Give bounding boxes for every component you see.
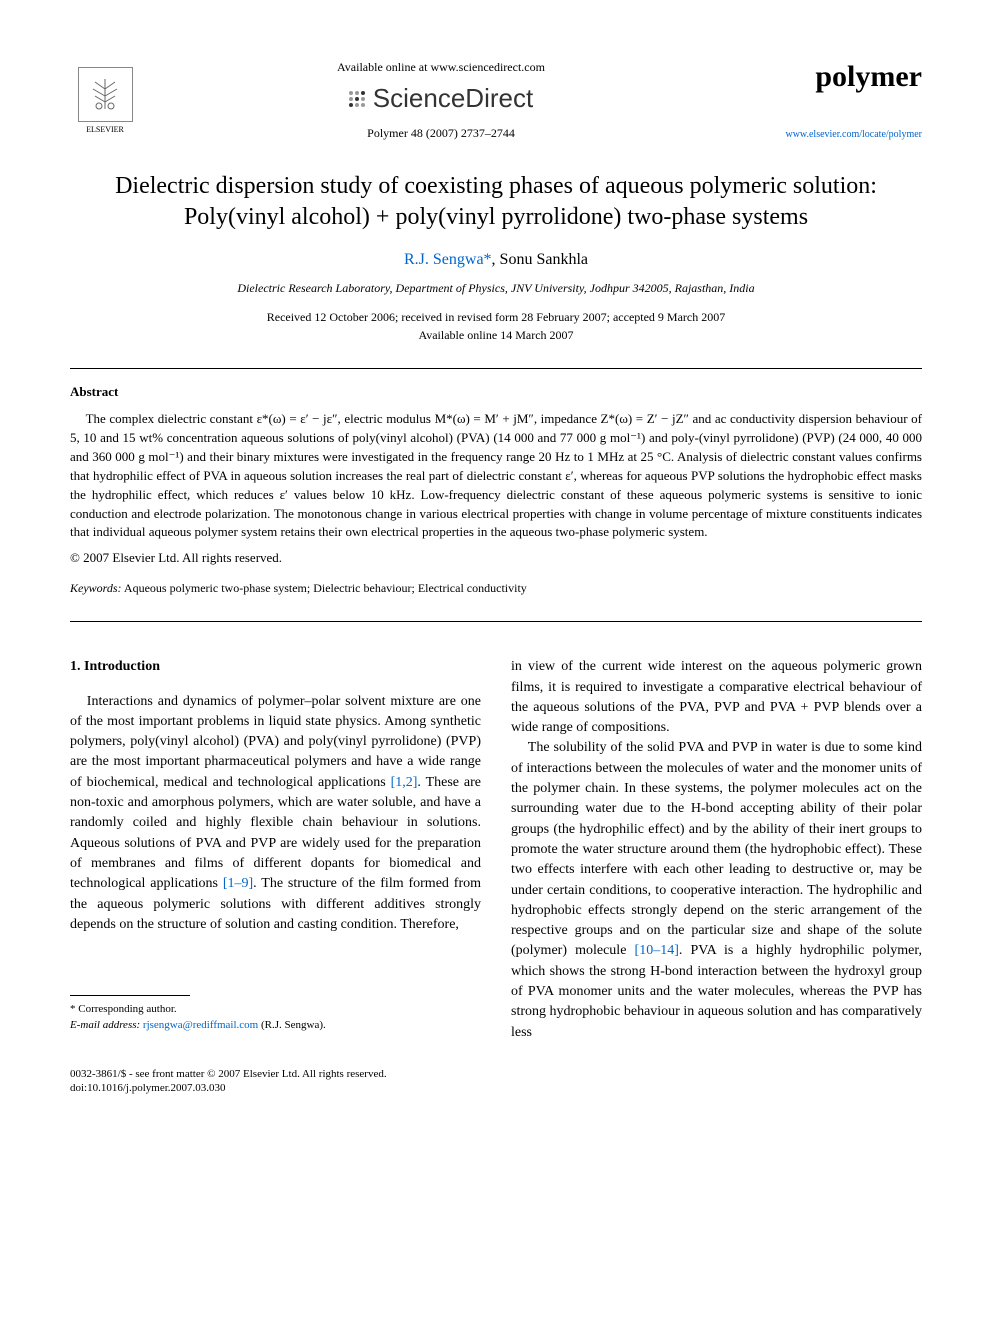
author-sep: , — [492, 251, 500, 268]
author-1[interactable]: R.J. Sengwa — [404, 251, 484, 268]
footnote-block: * Corresponding author. E-mail address: … — [70, 1002, 481, 1033]
polymer-link[interactable]: www.elsevier.com/locate/polymer — [742, 129, 922, 140]
section-1-heading: 1. Introduction — [70, 657, 481, 677]
sciencedirect-row: ScienceDirect — [140, 83, 742, 114]
body-columns: 1. Introduction Interactions and dynamic… — [70, 657, 922, 1043]
elsevier-label: ELSEVIER — [86, 125, 124, 134]
ref-link-3[interactable]: [10–14] — [635, 943, 679, 958]
elsevier-logo: ELSEVIER — [70, 60, 140, 140]
author-2: Sonu Sankhla — [500, 251, 588, 268]
page-container: ELSEVIER Available online at www.science… — [0, 0, 992, 1134]
header-row: ELSEVIER Available online at www.science… — [70, 60, 922, 141]
abstract-copyright: © 2007 Elsevier Ltd. All rights reserved… — [70, 550, 922, 566]
divider-top — [70, 368, 922, 369]
author-email[interactable]: rjsengwa@rediffmail.com — [143, 1019, 258, 1031]
dates-line-2: Available online 14 March 2007 — [70, 328, 922, 343]
sciencedirect-icon — [349, 91, 365, 107]
polymer-logo: polymer — [772, 60, 922, 94]
elsevier-tree-icon — [78, 67, 133, 122]
intro-paragraph-1-cont: in view of the current wide interest on … — [511, 657, 922, 738]
keywords: Keywords: Aqueous polymeric two-phase sy… — [70, 581, 922, 596]
affiliation: Dielectric Research Laboratory, Departme… — [70, 281, 922, 296]
polymer-block: polymer www.elsevier.com/locate/polymer — [742, 60, 922, 140]
journal-reference: Polymer 48 (2007) 2737–2744 — [140, 126, 742, 141]
footnote-divider — [70, 995, 190, 996]
email-suffix: (R.J. Sengwa). — [258, 1019, 326, 1031]
article-title: Dielectric dispersion study of coexistin… — [70, 171, 922, 233]
keywords-label: Keywords: — [70, 581, 122, 595]
email-label: E-mail address: — [70, 1019, 143, 1031]
corresponding-marker: * — [484, 251, 492, 268]
abstract-body: The complex dielectric constant ε*(ω) = … — [70, 410, 922, 542]
divider-bottom — [70, 621, 922, 622]
keywords-text: Aqueous polymeric two-phase system; Diel… — [122, 581, 527, 595]
intro-paragraph-1: Interactions and dynamics of polymer–pol… — [70, 692, 481, 936]
ref-link-1[interactable]: [1,2] — [391, 775, 418, 790]
dates-line-1: Received 12 October 2006; received in re… — [70, 310, 922, 325]
column-left: 1. Introduction Interactions and dynamic… — [70, 657, 481, 1043]
available-online-text: Available online at www.sciencedirect.co… — [140, 60, 742, 75]
intro-paragraph-2: The solubility of the solid PVA and PVP … — [511, 738, 922, 1042]
ref-link-2[interactable]: [1–9] — [223, 876, 253, 891]
corresponding-author-note: * Corresponding author. — [70, 1002, 481, 1017]
abstract-heading: Abstract — [70, 384, 922, 400]
column-right: in view of the current wide interest on … — [511, 657, 922, 1043]
authors: R.J. Sengwa*, Sonu Sankhla — [70, 251, 922, 269]
footer-line-1: 0032-3861/$ - see front matter © 2007 El… — [70, 1068, 922, 1080]
center-header: Available online at www.sciencedirect.co… — [140, 60, 742, 141]
email-line: E-mail address: rjsengwa@rediffmail.com … — [70, 1018, 481, 1033]
footer-line-2: doi:10.1016/j.polymer.2007.03.030 — [70, 1082, 922, 1094]
sciencedirect-text: ScienceDirect — [373, 83, 533, 114]
